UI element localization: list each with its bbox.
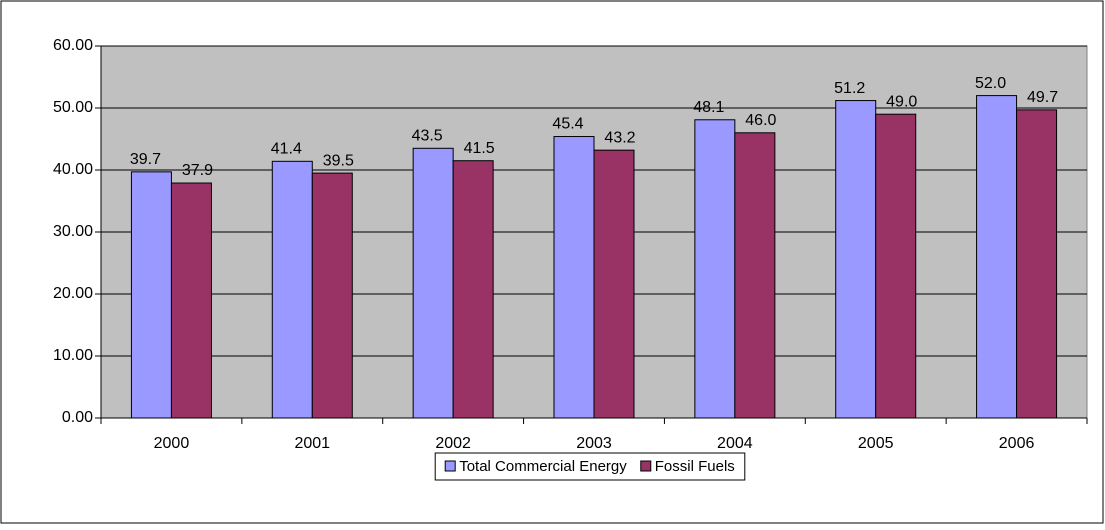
- y-tick-label: 40.00: [53, 161, 93, 178]
- bar: [311, 172, 353, 419]
- data-label: 37.9: [182, 162, 213, 179]
- data-label: 39.5: [323, 152, 354, 169]
- bar: [875, 113, 917, 419]
- data-label: 46.0: [745, 112, 776, 129]
- data-label: 43.5: [412, 128, 443, 145]
- data-label: 49.7: [1027, 89, 1058, 106]
- data-label: 41.4: [271, 141, 302, 158]
- legend-swatch: [444, 460, 456, 472]
- bar: [835, 100, 877, 419]
- data-label: 41.5: [464, 140, 495, 157]
- y-tick-label: 60.00: [53, 37, 93, 54]
- legend: [434, 452, 746, 481]
- data-label: 45.4: [552, 116, 583, 133]
- y-tick-label: 0.00: [62, 409, 93, 426]
- x-tick-label: 2005: [858, 435, 894, 452]
- y-tick-label: 30.00: [53, 223, 93, 240]
- y-tick-label: 20.00: [53, 285, 93, 302]
- bar: [1016, 109, 1058, 419]
- bar: [271, 160, 313, 419]
- legend-label: Total Commercial Energy: [459, 458, 627, 475]
- bar: [976, 95, 1018, 419]
- data-label: 52.0: [975, 75, 1006, 92]
- x-tick-label: 2006: [999, 435, 1035, 452]
- bar: [412, 147, 454, 419]
- bar: [593, 149, 635, 419]
- data-label: 48.1: [693, 99, 724, 116]
- bar: [452, 160, 494, 419]
- data-label: 43.2: [604, 129, 635, 146]
- legend-swatch: [640, 460, 652, 472]
- bar: [734, 132, 776, 419]
- x-tick-label: 2004: [717, 435, 753, 452]
- x-tick-label: 2000: [154, 435, 190, 452]
- data-label: 49.0: [886, 93, 917, 110]
- bar: [553, 136, 595, 419]
- data-label: 51.2: [834, 80, 865, 97]
- x-tick-label: 2003: [576, 435, 612, 452]
- data-label: 39.7: [130, 151, 161, 168]
- bar: [694, 119, 736, 419]
- legend-label: Fossil Fuels: [655, 458, 735, 475]
- bar: [170, 182, 212, 419]
- y-tick-label: 50.00: [53, 99, 93, 116]
- x-tick-label: 2001: [294, 435, 330, 452]
- bar: [130, 171, 172, 419]
- y-tick-label: 10.00: [53, 347, 93, 364]
- x-tick-label: 2002: [435, 435, 471, 452]
